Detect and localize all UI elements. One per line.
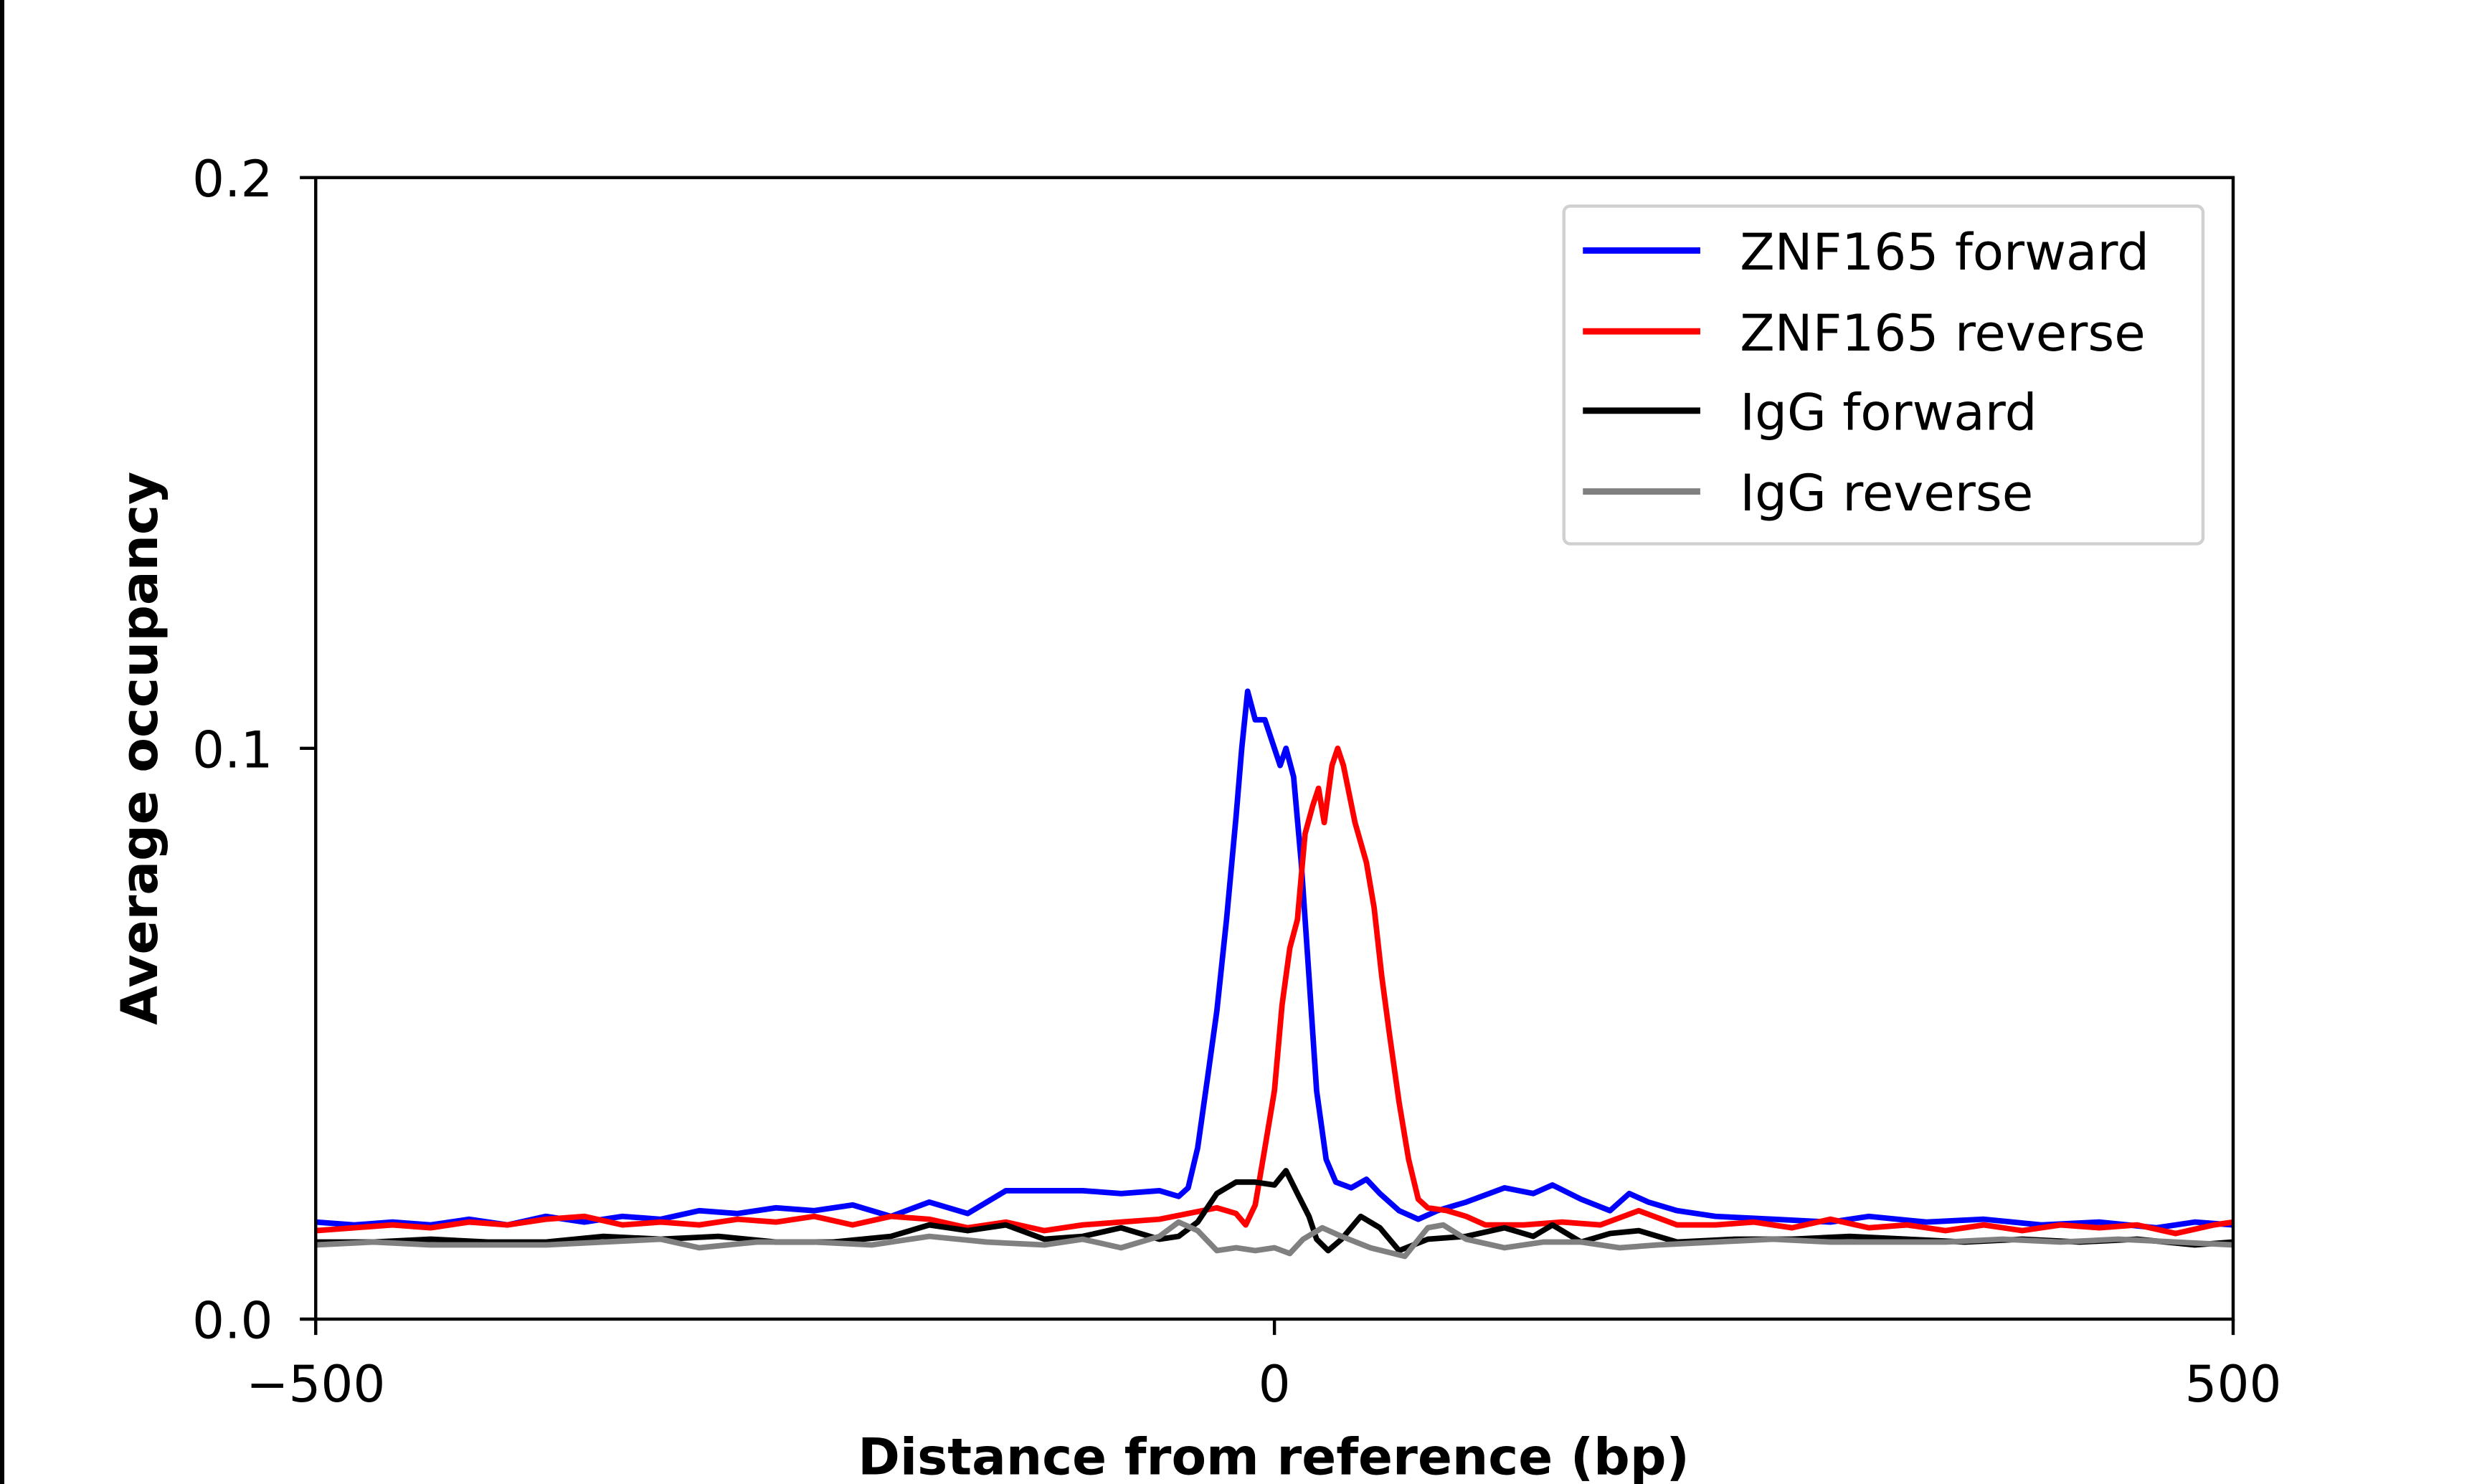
legend: ZNF165 forward ZNF165 reverse IgG forwar… [1562,204,2205,546]
x-axis-label: Distance from reference (bp) [858,1427,1690,1484]
legend-label-znf165-reverse: ZNF165 reverse [1740,303,2146,363]
series-line-znf165-reverse [315,745,2234,1237]
x-tick-label: 500 [2184,1354,2281,1414]
legend-box [1562,204,2205,546]
series-line-znf165-forward [315,688,2234,1231]
axis-ticks [300,176,2235,1336]
y-tick-label: 0.0 [192,1291,273,1351]
y-tick-label: 0.1 [192,720,273,779]
series-line-igg-reverse [316,1219,2234,1260]
x-tick-label: −500 [246,1354,385,1414]
legend-label-znf165-forward: ZNF165 forward [1740,222,2149,282]
legend-label-igg-forward: IgG forward [1740,382,2037,442]
legend-label-igg-reverse: IgG reverse [1740,463,2033,523]
y-axis-label: Average occupancy [110,472,169,1025]
x-tick-label: 0 [1259,1354,1291,1414]
y-tick-label: 0.2 [192,149,273,209]
series-lines [315,688,2234,1260]
series-line-igg-forward [316,1168,2234,1254]
